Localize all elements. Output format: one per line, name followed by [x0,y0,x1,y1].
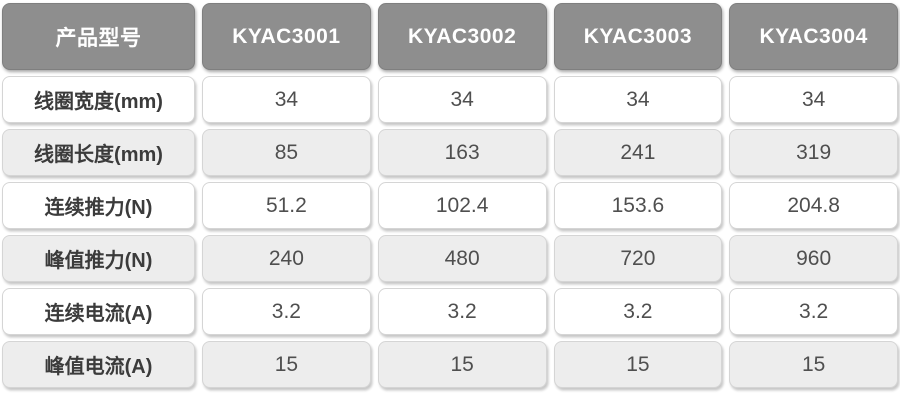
header-cell-model-kyac3004: KYAC3004 [729,3,898,70]
row-label-continuous-force: 连续推力(N) [2,182,195,229]
row-label-coil-width: 线圈宽度(mm) [2,76,195,123]
value-cell: 241 [553,129,723,176]
header-cell-model-kyac3003: KYAC3003 [553,3,723,70]
value-cell: 163 [377,129,547,176]
value-cell: 51.2 [202,182,371,229]
row-label-peak-current: 峰值电流(A) [2,341,195,388]
row-label-peak-force: 峰值推力(N) [2,235,195,282]
product-spec-table: 产品型号 KYAC3001 KYAC3002 KYAC3003 KYAC3004… [2,3,898,388]
header-cell-model-kyac3001: KYAC3001 [202,3,371,70]
row-label-coil-length: 线圈长度(mm) [2,129,195,176]
value-cell: 15 [202,341,371,388]
value-cell: 480 [377,235,547,282]
value-cell: 34 [729,76,898,123]
value-cell: 3.2 [202,288,371,335]
value-cell: 204.8 [729,182,898,229]
value-cell: 3.2 [553,288,723,335]
value-cell: 960 [729,235,898,282]
row-label-continuous-current: 连续电流(A) [2,288,195,335]
value-cell: 153.6 [553,182,723,229]
value-cell: 3.2 [729,288,898,335]
value-cell: 15 [553,341,723,388]
value-cell: 34 [377,76,547,123]
value-cell: 15 [729,341,898,388]
value-cell: 34 [553,76,723,123]
header-cell-product-model: 产品型号 [2,3,195,70]
value-cell: 3.2 [377,288,547,335]
value-cell: 240 [202,235,371,282]
value-cell: 319 [729,129,898,176]
header-cell-model-kyac3002: KYAC3002 [377,3,547,70]
value-cell: 102.4 [377,182,547,229]
value-cell: 15 [377,341,547,388]
value-cell: 85 [202,129,371,176]
value-cell: 720 [553,235,723,282]
value-cell: 34 [202,76,371,123]
